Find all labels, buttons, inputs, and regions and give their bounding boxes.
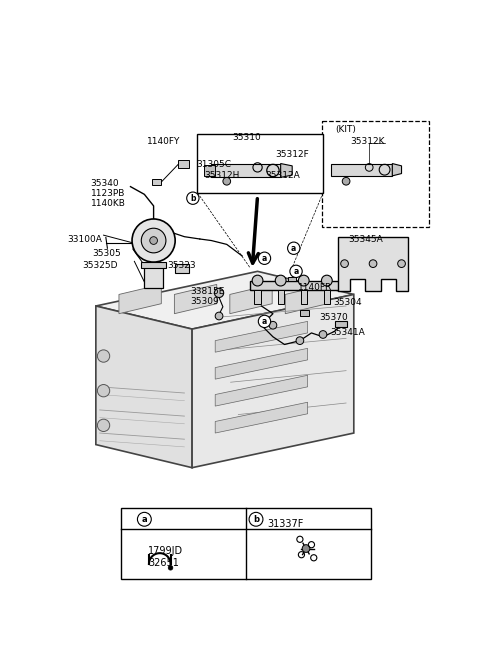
Bar bbox=[322, 121, 429, 227]
Circle shape bbox=[258, 315, 271, 328]
Circle shape bbox=[97, 350, 110, 362]
Polygon shape bbox=[174, 284, 217, 313]
Circle shape bbox=[187, 192, 199, 204]
Text: (KIT): (KIT) bbox=[336, 125, 356, 134]
Circle shape bbox=[342, 177, 350, 185]
Circle shape bbox=[249, 512, 263, 526]
Text: 31337F: 31337F bbox=[267, 519, 304, 530]
Bar bbox=[324, 290, 330, 304]
Text: 35340: 35340 bbox=[90, 179, 119, 188]
Circle shape bbox=[290, 265, 302, 277]
Circle shape bbox=[252, 275, 263, 286]
Circle shape bbox=[223, 177, 230, 185]
Text: a: a bbox=[293, 267, 299, 276]
Polygon shape bbox=[215, 348, 308, 379]
Bar bbox=[197, 134, 323, 193]
Text: 35305: 35305 bbox=[92, 249, 121, 258]
Circle shape bbox=[322, 275, 332, 286]
Circle shape bbox=[288, 242, 300, 254]
Bar bbox=[335, 321, 347, 327]
Circle shape bbox=[97, 384, 110, 397]
Bar bbox=[331, 164, 392, 176]
Text: 1140FR: 1140FR bbox=[298, 283, 332, 292]
Bar bbox=[277, 290, 284, 304]
Circle shape bbox=[269, 321, 277, 329]
Circle shape bbox=[275, 275, 286, 286]
Text: 1140FY: 1140FY bbox=[147, 137, 181, 147]
Polygon shape bbox=[96, 306, 192, 468]
Circle shape bbox=[97, 419, 110, 432]
Text: 35345A: 35345A bbox=[348, 235, 383, 244]
Circle shape bbox=[398, 260, 406, 267]
Bar bbox=[144, 265, 163, 288]
Bar bbox=[300, 310, 309, 316]
Circle shape bbox=[168, 566, 173, 570]
Text: 35304: 35304 bbox=[334, 298, 362, 307]
Bar bbox=[175, 263, 189, 273]
Bar bbox=[250, 281, 346, 290]
Polygon shape bbox=[215, 375, 308, 406]
Text: a: a bbox=[262, 254, 267, 263]
Text: b: b bbox=[253, 515, 259, 524]
Text: 35312K: 35312K bbox=[350, 137, 384, 147]
Circle shape bbox=[302, 545, 310, 553]
Circle shape bbox=[296, 337, 304, 344]
Circle shape bbox=[141, 228, 166, 253]
Polygon shape bbox=[119, 284, 161, 313]
Bar bbox=[204, 165, 215, 176]
Polygon shape bbox=[281, 164, 292, 177]
Text: a: a bbox=[142, 515, 147, 524]
Text: 33815E: 33815E bbox=[191, 286, 225, 296]
Polygon shape bbox=[338, 237, 408, 290]
Text: 35310: 35310 bbox=[232, 133, 261, 142]
Text: 35309: 35309 bbox=[191, 297, 219, 306]
Polygon shape bbox=[215, 402, 308, 433]
Bar bbox=[178, 160, 189, 168]
Text: 35312H: 35312H bbox=[204, 171, 240, 180]
Circle shape bbox=[150, 237, 157, 244]
Text: 1140KB: 1140KB bbox=[90, 199, 125, 208]
Text: 31305C: 31305C bbox=[196, 160, 231, 170]
Bar bbox=[141, 262, 166, 268]
Bar bbox=[211, 164, 281, 177]
Polygon shape bbox=[96, 271, 354, 329]
Text: 1799JD: 1799JD bbox=[148, 546, 183, 556]
Bar bbox=[288, 277, 296, 281]
Circle shape bbox=[258, 252, 271, 264]
Text: a: a bbox=[262, 317, 267, 326]
Text: 35323: 35323 bbox=[168, 261, 196, 270]
Bar bbox=[121, 508, 371, 579]
Polygon shape bbox=[230, 284, 272, 313]
Polygon shape bbox=[215, 321, 308, 352]
Bar bbox=[152, 179, 161, 185]
Text: 35312F: 35312F bbox=[275, 150, 309, 160]
Text: a: a bbox=[291, 244, 296, 253]
Text: 33100A: 33100A bbox=[67, 235, 102, 244]
Circle shape bbox=[132, 219, 175, 262]
Bar bbox=[300, 290, 307, 304]
Circle shape bbox=[319, 330, 327, 338]
Text: 1123PB: 1123PB bbox=[90, 189, 125, 198]
Text: 35312A: 35312A bbox=[265, 171, 300, 180]
Text: 35341A: 35341A bbox=[330, 328, 365, 336]
Circle shape bbox=[215, 312, 223, 320]
Text: 35325D: 35325D bbox=[83, 261, 118, 270]
Text: b: b bbox=[190, 194, 196, 203]
Circle shape bbox=[137, 512, 151, 526]
Circle shape bbox=[299, 275, 309, 286]
Text: 32651: 32651 bbox=[148, 558, 179, 568]
Polygon shape bbox=[285, 284, 328, 313]
Circle shape bbox=[369, 260, 377, 267]
Polygon shape bbox=[392, 164, 402, 176]
Bar bbox=[254, 290, 261, 304]
Circle shape bbox=[215, 288, 224, 298]
Polygon shape bbox=[192, 294, 354, 468]
Circle shape bbox=[341, 260, 348, 267]
Text: 35370: 35370 bbox=[319, 313, 348, 322]
